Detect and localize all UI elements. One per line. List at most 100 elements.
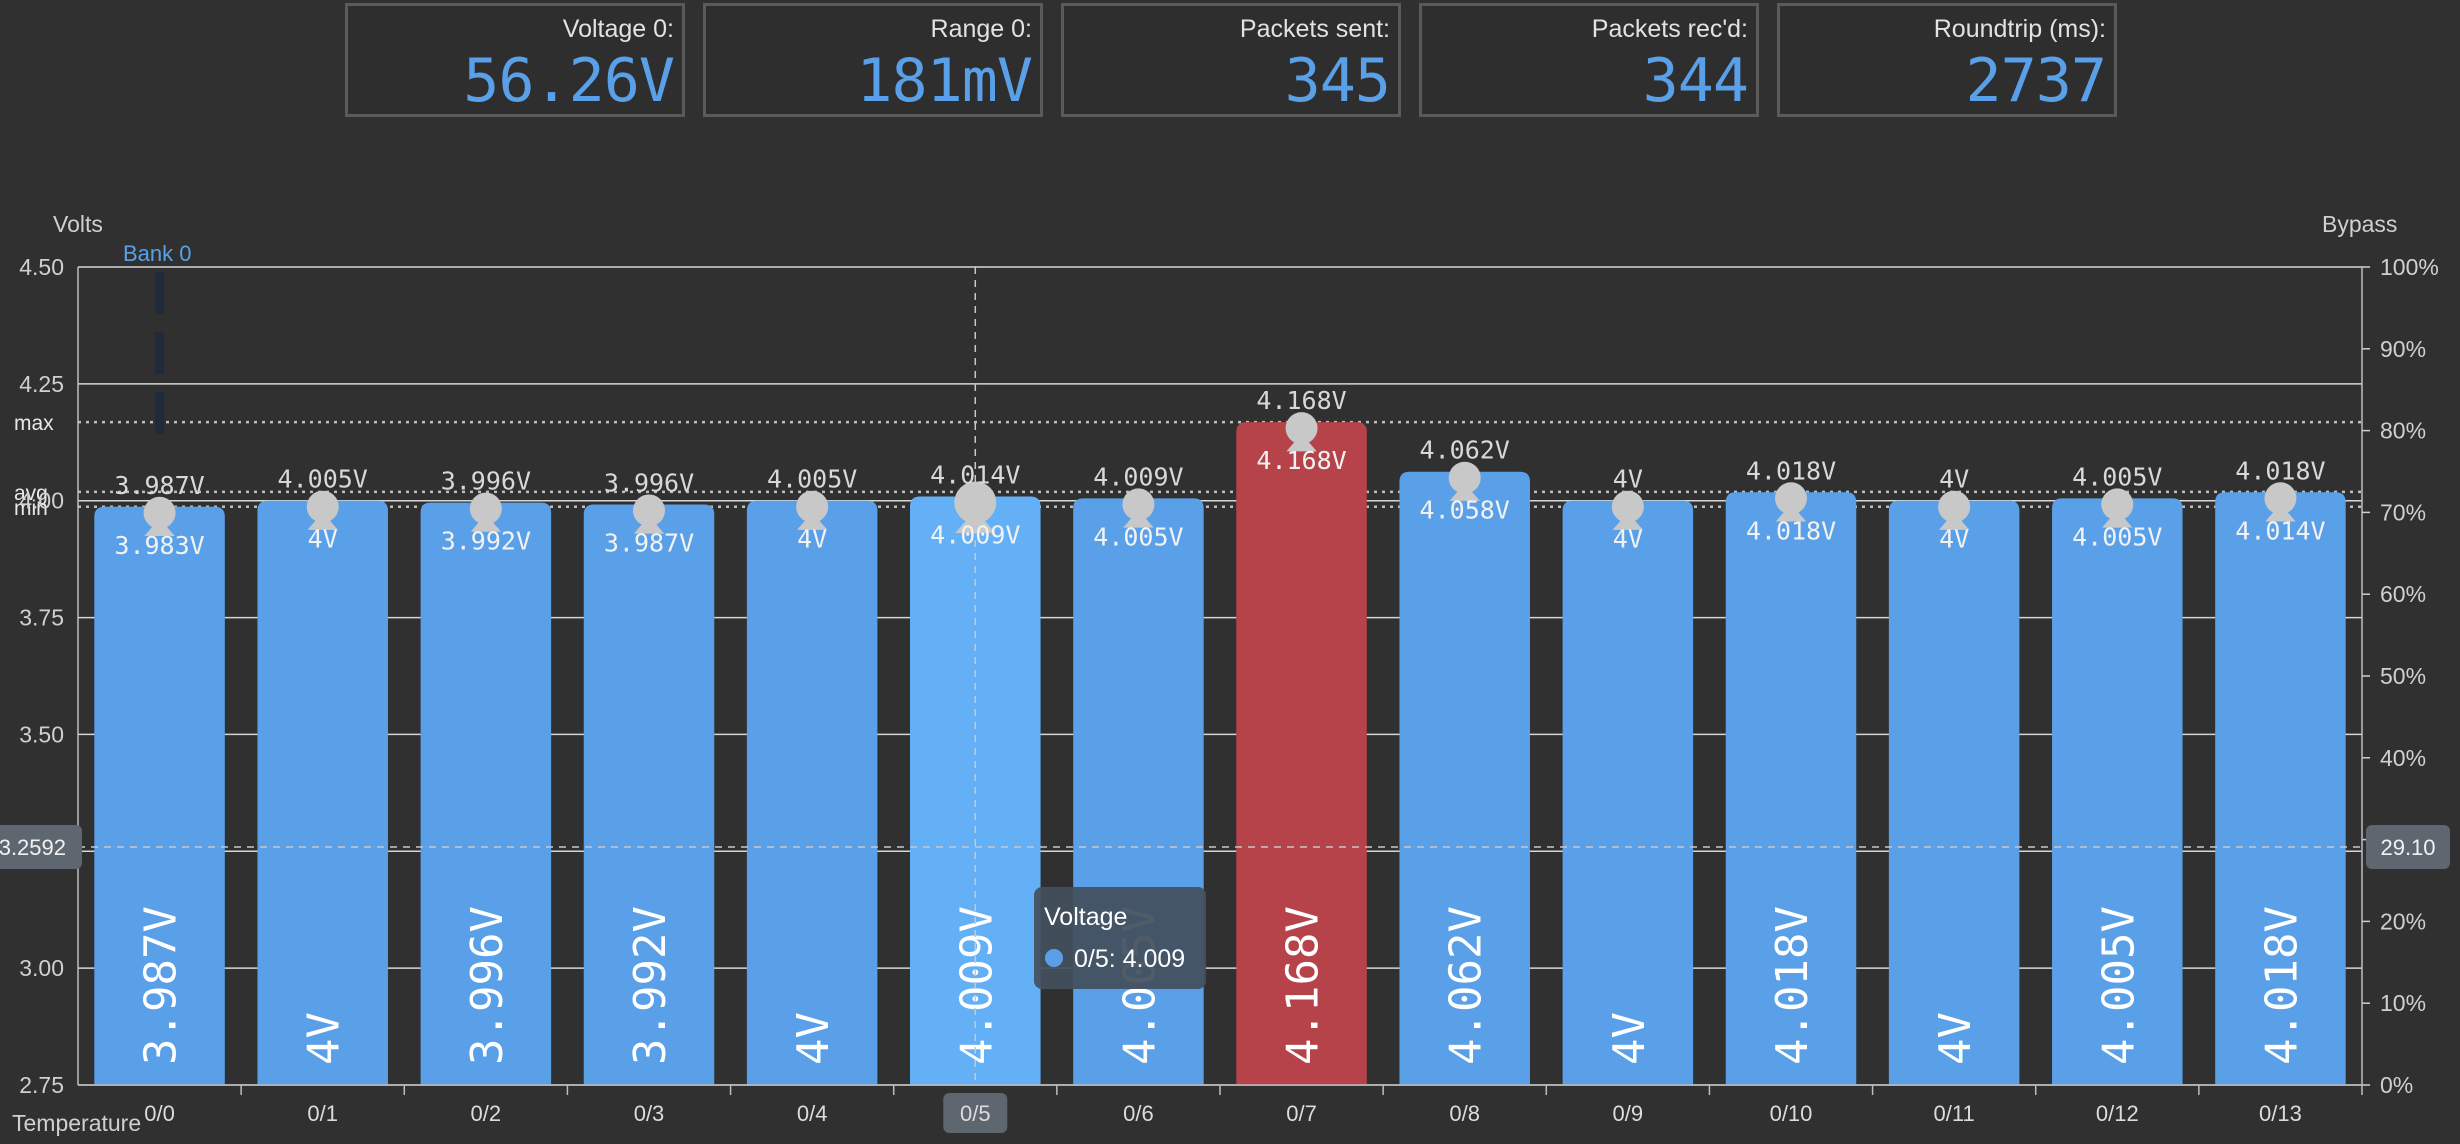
y2-tick-label: 80% bbox=[2380, 418, 2426, 444]
bar bbox=[583, 504, 715, 1085]
min-value-label: 4V bbox=[797, 525, 827, 554]
stat-roundtrip-value: 2737 bbox=[1965, 46, 2107, 116]
min-value-label: 4.168V bbox=[1256, 446, 1346, 475]
x-tick-label: 0/5 bbox=[960, 1101, 991, 1126]
bar-value-label: 4.168V bbox=[1278, 906, 1329, 1065]
range-marker bbox=[469, 492, 502, 525]
bar-value-label: 4V bbox=[299, 1012, 350, 1065]
y2-tick-label: 70% bbox=[2380, 499, 2426, 525]
reference-label-min: min bbox=[14, 497, 48, 520]
x-tick-label: 0/1 bbox=[307, 1101, 338, 1126]
y2-tick-label: 50% bbox=[2380, 663, 2426, 689]
range-marker bbox=[1938, 490, 1971, 523]
bar-value-label: 4.005V bbox=[2093, 906, 2144, 1065]
x-tick-label: 0/13 bbox=[2259, 1101, 2302, 1126]
bar bbox=[1562, 500, 1694, 1085]
y2-tick-label: 10% bbox=[2380, 990, 2426, 1016]
bar bbox=[2215, 492, 2346, 1086]
x-tick-label: 0/8 bbox=[1449, 1101, 1480, 1126]
bank-label: Bank 0 bbox=[123, 241, 192, 266]
min-value-label: 3.983V bbox=[114, 531, 204, 560]
bar-value-label: 4V bbox=[1604, 1012, 1655, 1065]
bar bbox=[257, 500, 388, 1085]
x-tick-label: 0/7 bbox=[1286, 1101, 1317, 1126]
crosshair-y-label-box bbox=[0, 824, 82, 869]
range-marker bbox=[1775, 482, 1807, 515]
range-marker bbox=[1611, 490, 1644, 523]
range-marker bbox=[2264, 482, 2297, 515]
bar bbox=[746, 500, 878, 1085]
y-tick-label: 3.75 bbox=[19, 605, 64, 631]
range-marker bbox=[143, 496, 176, 529]
min-value-label: 4V bbox=[308, 525, 338, 554]
bar bbox=[1236, 422, 1367, 1085]
bar-value-label: 3.987V bbox=[136, 906, 187, 1065]
y2-tick-label: 60% bbox=[2380, 581, 2426, 607]
max-value-label: 4.018V bbox=[1746, 456, 1836, 485]
min-value-label: 3.987V bbox=[604, 528, 694, 557]
stat-packets-sent-label: Packets sent: bbox=[1239, 15, 1390, 43]
bar-value-label: 3.996V bbox=[462, 906, 513, 1065]
y-tick-label: 2.75 bbox=[19, 1072, 64, 1098]
x-tick-label: 0/11 bbox=[1934, 1101, 1975, 1126]
stat-range-label: Range 0: bbox=[930, 15, 1032, 43]
bar bbox=[1888, 500, 2020, 1085]
x-tick-label: 0/9 bbox=[1613, 1101, 1644, 1126]
y-tick-label: 4.25 bbox=[19, 371, 64, 397]
y-tick-label: 3.50 bbox=[19, 721, 64, 747]
reference-label-max: max bbox=[14, 412, 54, 435]
tooltip-text: 0/5: 4.009 bbox=[1074, 945, 1185, 973]
range-marker bbox=[1122, 488, 1155, 521]
bar-value-label: 4V bbox=[788, 1012, 839, 1065]
range-marker bbox=[633, 494, 665, 527]
tooltip-box bbox=[1034, 887, 1206, 989]
x-axis-title: Temperature bbox=[12, 1110, 141, 1136]
range-marker bbox=[2101, 488, 2134, 521]
y2-tick-label: 20% bbox=[2380, 908, 2426, 934]
stat-packets-sent-value: 345 bbox=[1284, 46, 1391, 116]
tooltip-swatch bbox=[1045, 949, 1063, 967]
stat-roundtrip: Roundtrip (ms): 2737 bbox=[1777, 3, 2117, 117]
x-tick-label: 0/6 bbox=[1123, 1101, 1154, 1126]
max-value-label: 4.005V bbox=[2072, 462, 2162, 491]
max-value-label: 4V bbox=[1939, 465, 1969, 494]
bar bbox=[1725, 492, 1857, 1086]
min-value-label: 4V bbox=[1613, 525, 1643, 554]
y-tick-label: 4.00 bbox=[19, 488, 64, 514]
stat-packets-received-value: 344 bbox=[1642, 46, 1749, 116]
crosshair-y-label: 3.2592 bbox=[0, 835, 66, 860]
x-tick-label: 0/0 bbox=[144, 1101, 175, 1126]
range-marker bbox=[796, 490, 829, 523]
min-value-label: 4V bbox=[1939, 525, 1969, 554]
bar bbox=[420, 502, 552, 1086]
x-tick-label: 0/2 bbox=[471, 1101, 502, 1126]
bar bbox=[2052, 498, 2183, 1085]
bar-value-label: 3.992V bbox=[625, 906, 676, 1065]
max-value-label: 4.018V bbox=[2235, 456, 2325, 485]
x-tick-label: 0/12 bbox=[2096, 1101, 2139, 1126]
tooltip-title: Voltage bbox=[1044, 903, 1127, 931]
y2-tick-label: 40% bbox=[2380, 745, 2426, 771]
reference-label-avg: avg bbox=[14, 482, 48, 505]
y2-tick-label: 90% bbox=[2380, 336, 2426, 362]
stat-voltage-label: Voltage 0: bbox=[562, 15, 674, 43]
stat-range: Range 0: 181mV bbox=[703, 3, 1043, 117]
min-value-label: 4.018V bbox=[1746, 516, 1836, 545]
x-tick-label: 0/10 bbox=[1770, 1101, 1813, 1126]
stat-packets-received: Packets rec'd: 344 bbox=[1419, 3, 1759, 117]
max-value-label: 4.062V bbox=[1420, 436, 1510, 465]
y-tick-label: 4.50 bbox=[19, 254, 64, 280]
max-value-label: 3.996V bbox=[441, 467, 531, 496]
stat-voltage-value: 56.26V bbox=[463, 46, 675, 116]
stat-voltage: Voltage 0: 56.26V bbox=[345, 3, 685, 117]
bar-value-label: 4V bbox=[1930, 1012, 1981, 1065]
min-value-label: 4.005V bbox=[2072, 522, 2162, 551]
x-tick-label: 0/4 bbox=[797, 1101, 828, 1126]
bar bbox=[94, 506, 225, 1085]
stat-packets-sent: Packets sent: 345 bbox=[1061, 3, 1401, 117]
min-value-label: 4.014V bbox=[2235, 516, 2325, 545]
max-value-label: 3.987V bbox=[114, 471, 204, 500]
min-value-label: 4.058V bbox=[1420, 496, 1510, 525]
